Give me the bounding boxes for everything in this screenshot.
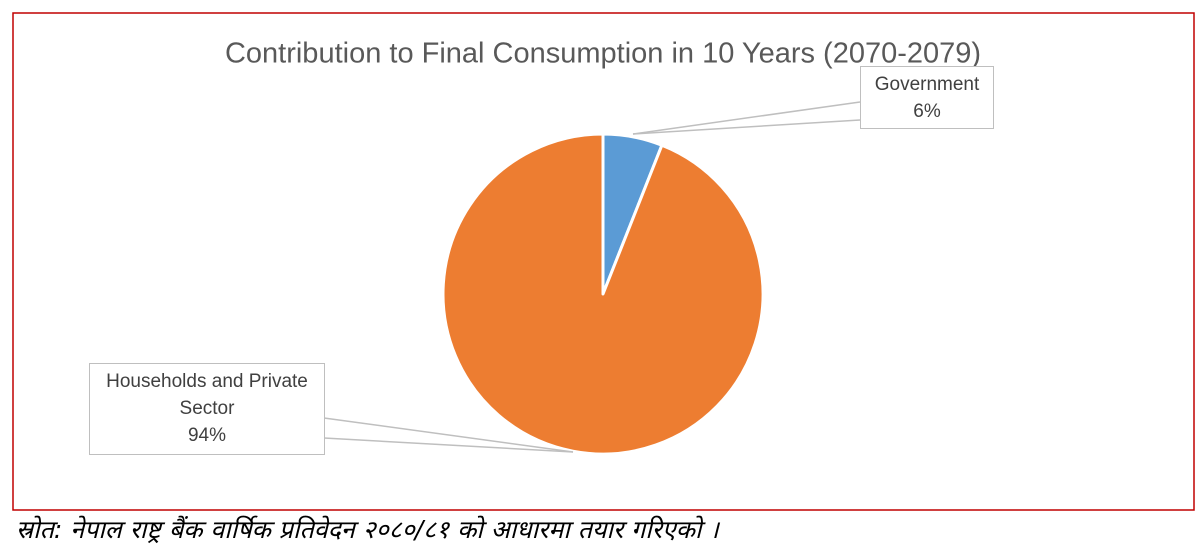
leader-line <box>632 119 861 135</box>
leader-line <box>323 417 574 453</box>
leader-line <box>632 101 861 135</box>
source-note: स्रोत: नेपाल राष्ट्र बैंक वार्षिक प्रतिव… <box>16 515 719 544</box>
data-label-name: Government <box>874 74 980 95</box>
data-label-name: Households and Private Sector <box>106 371 308 419</box>
chart-border <box>12 12 1195 511</box>
leader-line <box>323 437 574 453</box>
data-label-value: 6% <box>913 101 941 122</box>
data-label-box: Households and Private Sector 94% <box>89 363 325 455</box>
data-label-value: 94% <box>187 425 227 446</box>
pie-slice <box>441 132 765 456</box>
chart-title: Contribution to Final Consumption in 10 … <box>225 38 981 70</box>
data-label-box: Government 6% <box>860 66 994 129</box>
